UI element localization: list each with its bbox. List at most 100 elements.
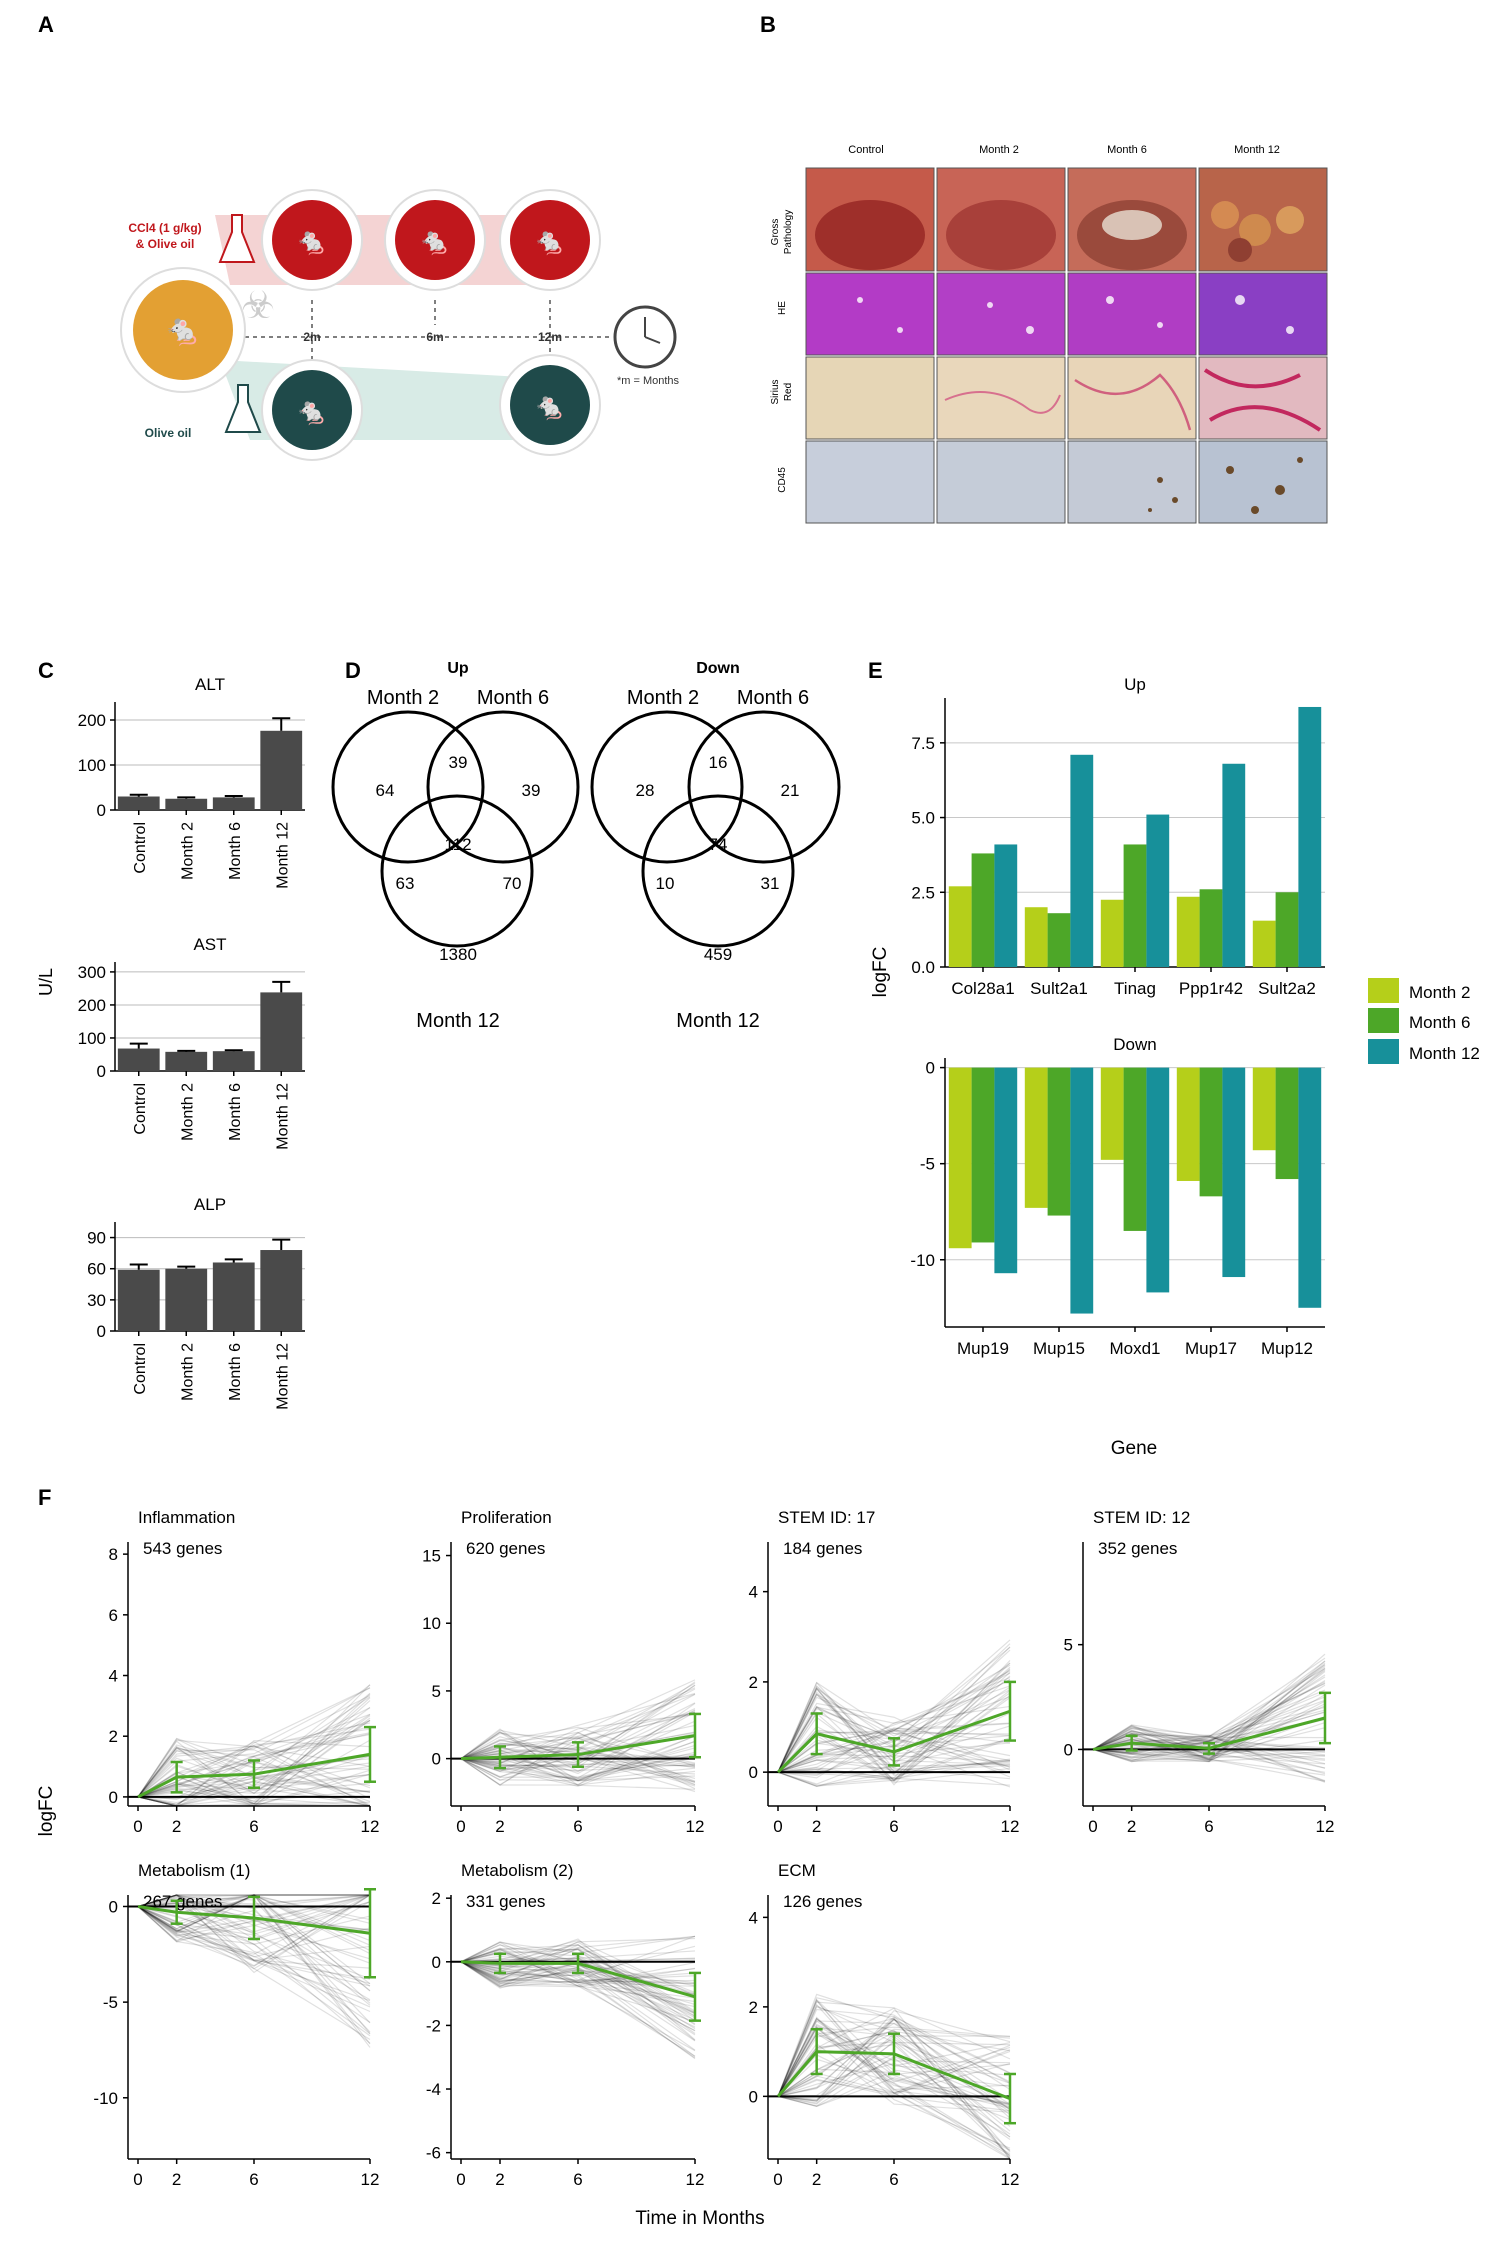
down-gene-label: Mup12 xyxy=(1261,1339,1313,1358)
stem-id-12-gene-trace xyxy=(1092,1700,1326,1761)
metabolism-1-xtick-label: 6 xyxy=(249,2170,258,2189)
alp-bar xyxy=(212,1262,255,1331)
stem-id-17-gene-trace xyxy=(777,1639,1011,1773)
treatment-label-line1: CCl4 (1 g/kg) xyxy=(128,221,201,235)
timepoint-2m: 2m xyxy=(303,330,320,344)
proliferation-xtick-label: 0 xyxy=(456,1817,465,1836)
metabolism-2-gene-trace xyxy=(460,1961,696,2032)
inflammation-gene-trace xyxy=(137,1739,371,1807)
ecm-gene-trace xyxy=(777,2026,1011,2149)
stem-id-17-ytick-label: 2 xyxy=(749,1673,758,1692)
proliferation-xtick-label: 12 xyxy=(686,1817,705,1836)
ecm-ytick-label: 0 xyxy=(749,2087,758,2106)
ecm-gene-trace xyxy=(777,2008,1011,2119)
stem-id-12-gene-trace xyxy=(1092,1728,1326,1750)
inflammation-ytick-label: 8 xyxy=(109,1545,118,1564)
metabolism-2-gene-trace xyxy=(460,1951,696,2032)
venn-down-only12: 459 xyxy=(704,945,732,964)
ecm-gene-trace xyxy=(777,2018,1011,2097)
metabolism-1-gene-trace xyxy=(137,1901,371,1931)
proliferation-gene-trace xyxy=(460,1687,696,1760)
metabolism-2-gene-trace xyxy=(460,1961,696,2028)
ecm-gene-trace xyxy=(777,2057,1011,2140)
metabolism-2-gene-trace xyxy=(460,1961,696,2025)
metabolism-2-gene-trace xyxy=(460,1961,696,1982)
up-gene-label: Tinag xyxy=(1114,979,1156,998)
metabolism-1-gene-trace xyxy=(137,1905,371,2008)
alp-ytick-label: 90 xyxy=(87,1229,106,1248)
svg-text:🐁: 🐁 xyxy=(419,226,451,256)
up-bar-month-6 xyxy=(971,853,995,967)
down-gene-label: Mup19 xyxy=(957,1339,1009,1358)
metabolism-2-gene-trace xyxy=(460,1949,696,1994)
metabolism-2-gene-trace xyxy=(460,1961,696,1984)
ecm-gene-trace xyxy=(777,2004,1011,2097)
metabolism-2-gene-trace xyxy=(460,1961,696,1999)
metabolism-1-gene-trace xyxy=(137,1894,370,1932)
he-month2-image xyxy=(936,272,1066,356)
inflammation-gene-trace xyxy=(137,1684,371,1804)
stem-id-12-gene-trace xyxy=(1092,1709,1326,1750)
metabolism-1-gene-trace xyxy=(137,1905,371,2002)
alt-chart-title: ALT xyxy=(195,675,225,694)
down-ytick-label: -5 xyxy=(920,1155,935,1174)
ecm-xtick-label: 6 xyxy=(889,2170,898,2189)
ecm-gene-trace xyxy=(777,1999,1011,2151)
up-bar-month-2 xyxy=(1100,899,1124,967)
up-bar-month-6 xyxy=(1047,913,1071,967)
histology-col-month2: Month 2 xyxy=(979,144,1019,156)
metabolism-1-gene-trace xyxy=(137,1894,371,1974)
metabolism-1-gene-trace xyxy=(137,1905,371,1945)
venn-down-m2m12: 10 xyxy=(656,874,675,893)
venn-down: Down Month 2 Month 6 Month 12 28 21 16 7… xyxy=(590,660,841,1032)
stem-id-17-gene-trace xyxy=(777,1759,1011,1773)
metabolism-1-gene-trace xyxy=(137,1905,371,2044)
stem-id-12-gene-trace xyxy=(1092,1682,1326,1750)
stem-id-17-gene-trace xyxy=(777,1664,1011,1773)
inflammation-gene-trace xyxy=(137,1697,371,1802)
up-bar-month-12 xyxy=(994,844,1018,967)
metabolism-1-gene-trace xyxy=(137,1902,371,2024)
stem-id-17-gene-trace xyxy=(777,1755,1011,1773)
up-ytick-label: 7.5 xyxy=(911,734,935,753)
legend-swatch-month6 xyxy=(1368,1008,1399,1033)
metabolism-1-gene-trace xyxy=(137,1894,370,1908)
stem-id-17-gene-trace xyxy=(777,1660,1011,1786)
stem-id-12-gene-trace xyxy=(1092,1694,1326,1763)
stem-id-12-gene-trace xyxy=(1092,1660,1326,1750)
metabolism-1-gene-trace xyxy=(137,1894,371,2034)
ecm-gene-trace xyxy=(777,2006,1011,2105)
ast-ytick-label: 200 xyxy=(78,996,106,1015)
svg-text:🐁: 🐁 xyxy=(296,226,328,256)
venn-down-label-m12: Month 12 xyxy=(676,1010,759,1032)
inflammation-gene-trace xyxy=(137,1796,371,1807)
stem-id-17-gene-trace xyxy=(777,1735,1011,1773)
inflammation-gene-trace xyxy=(137,1745,371,1807)
svg-text:🐁: 🐁 xyxy=(296,396,328,426)
ecm-gene-trace xyxy=(777,2028,1011,2097)
alp-xtick-label: Month 6 xyxy=(227,1343,244,1401)
sirius-month6-image xyxy=(1067,356,1197,440)
up-bar-month-6 xyxy=(1199,889,1223,967)
inflammation-gene-trace xyxy=(137,1694,371,1798)
inflammation-ytick-label: 0 xyxy=(109,1788,118,1807)
panel-f-trajectories: Inflammation 543 genes 0 2 4 6 8 0 2 6 12 Prolifera… xyxy=(93,1508,1334,2189)
ecm-gene-trace xyxy=(777,2030,1011,2105)
metabolism-2-gene-trace xyxy=(460,1935,696,1970)
ecm-gene-trace xyxy=(777,2020,1011,2101)
stem-id-17-gene-trace xyxy=(777,1681,1011,1780)
ecm-gene-trace xyxy=(777,1998,1011,2097)
proliferation-xtick-label: 6 xyxy=(573,1817,582,1836)
metabolism-1-gene-trace xyxy=(137,1894,371,1931)
stem-id-12-gene-trace xyxy=(1092,1665,1326,1759)
metabolism-1-gene-trace xyxy=(137,1894,371,1908)
inflammation-gene-trace xyxy=(137,1739,371,1807)
proliferation-gene-trace xyxy=(460,1758,696,1772)
proliferation-gene-trace xyxy=(460,1754,696,1780)
inflammation-gene-trace xyxy=(137,1707,371,1798)
metabolism-2-gene-trace xyxy=(460,1941,696,1987)
ecm-gene-trace xyxy=(777,2062,1011,2097)
stem-id-17-gene-trace xyxy=(777,1727,1011,1773)
metabolism-2-gene-count: 331 genes xyxy=(466,1892,545,1911)
stem-id-17-gene-trace xyxy=(777,1669,1011,1773)
